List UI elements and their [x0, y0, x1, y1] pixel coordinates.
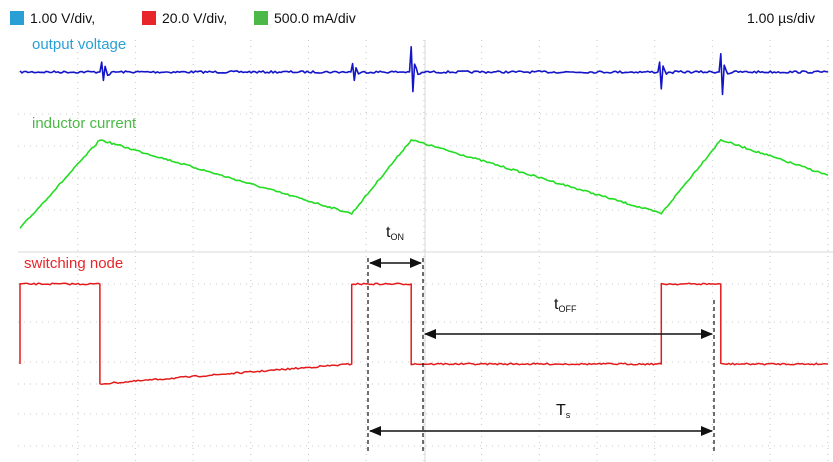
trace-output-voltage: [19, 45, 829, 96]
arrow-ts: [369, 426, 713, 436]
trace-switching-node: [19, 282, 829, 386]
legend-ch1-label: 1.00 V/div,: [30, 10, 96, 26]
label-ts: Ts: [556, 402, 571, 420]
graticule: [18, 40, 833, 462]
label-ton: tON: [386, 224, 404, 242]
timebase-readout: 1.00 µs/div: [747, 10, 815, 26]
label-toff: tOFF: [554, 296, 577, 314]
legend-ch3-label: 500.0 mA/div: [274, 10, 356, 26]
timing-annotations: tON tOFF Ts: [367, 224, 715, 452]
legend-ch3-swatch: [254, 11, 268, 25]
label-output-voltage: output voltage: [32, 36, 126, 53]
legend-ch1: 1.00 V/div,: [10, 10, 95, 26]
legend-ch3: 500.0 mA/div: [254, 10, 356, 26]
label-switching-node: switching node: [24, 255, 123, 272]
scope-header: 1.00 V/div, 20.0 V/div, 500.0 mA/div 1.0…: [0, 0, 833, 34]
legend-ch1-swatch: [10, 11, 24, 25]
arrow-toff: [424, 329, 713, 339]
arrow-ton: [369, 258, 422, 268]
legend-ch2: 20.0 V/div,: [142, 10, 227, 26]
legend-ch2-label: 20.0 V/div,: [162, 10, 228, 26]
trace-inductor-current: [19, 138, 829, 229]
legend-ch2-swatch: [142, 11, 156, 25]
label-inductor-current: inductor current: [32, 115, 137, 132]
traces: [19, 45, 829, 386]
